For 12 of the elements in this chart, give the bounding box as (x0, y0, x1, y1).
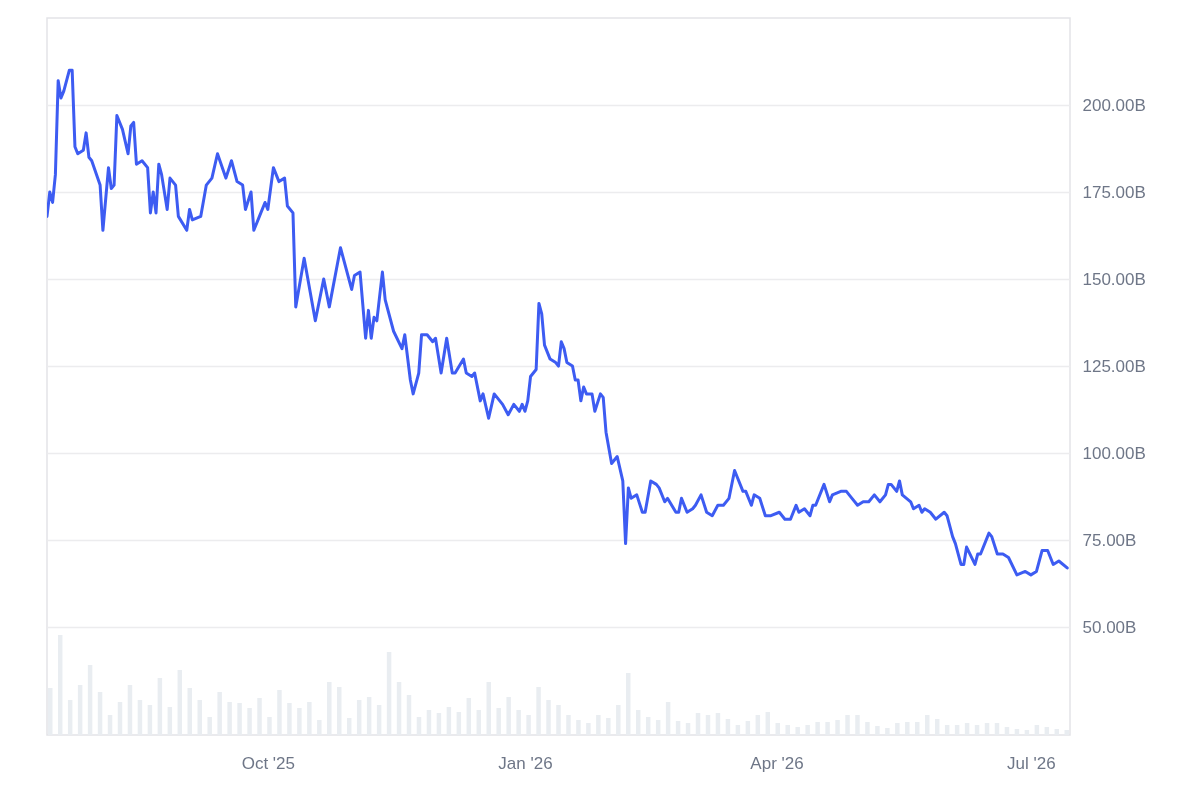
y-tick-label: 100.00B (1082, 443, 1146, 463)
x-tick-label: Jul '26 (1007, 753, 1056, 773)
y-tick-label: 125.00B (1082, 356, 1146, 376)
x-tick-label: Apr '26 (750, 753, 804, 773)
x-tick-label: Jan '26 (498, 753, 553, 773)
y-tick-label: 150.00B (1082, 269, 1146, 289)
y-tick-label: 175.00B (1082, 182, 1146, 202)
y-tick-label: 200.00B (1082, 95, 1146, 115)
y-tick-label: 50.00B (1082, 617, 1137, 637)
x-tick-label: Oct '25 (241, 753, 295, 773)
line-series (47, 68, 1069, 577)
y-tick-label: 75.00B (1082, 530, 1137, 550)
